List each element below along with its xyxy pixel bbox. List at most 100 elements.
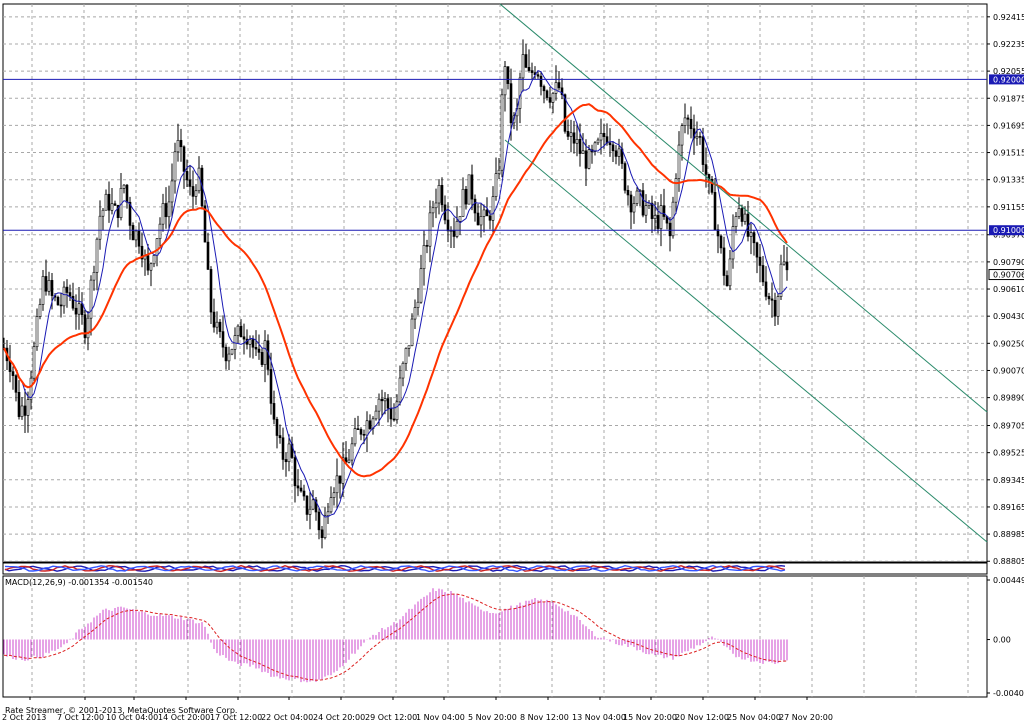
candle-body bbox=[767, 296, 771, 300]
candle-body bbox=[11, 371, 15, 376]
candle-body bbox=[164, 203, 168, 218]
candle-body bbox=[530, 70, 534, 73]
candle-body bbox=[236, 325, 240, 336]
candle-body bbox=[272, 403, 276, 420]
candle-body bbox=[566, 131, 570, 137]
candle-body bbox=[251, 339, 255, 348]
candle-body bbox=[731, 226, 735, 260]
candle-body bbox=[317, 511, 321, 531]
candle-body bbox=[734, 216, 738, 227]
y-tick-label: 0.89705 bbox=[993, 422, 1024, 431]
candle-body bbox=[548, 97, 552, 103]
candle-body bbox=[578, 139, 582, 154]
candle-body bbox=[386, 398, 390, 409]
candle-body bbox=[536, 74, 540, 77]
candle-body bbox=[653, 215, 657, 219]
candle-body bbox=[614, 150, 618, 157]
candle-body bbox=[494, 173, 498, 197]
footer-credit: Rate Streamer, © 2001-2013, MetaQuotes S… bbox=[5, 706, 238, 715]
y-tick-label: 0.90790 bbox=[993, 258, 1024, 267]
candle-body bbox=[701, 136, 705, 165]
candle-body bbox=[398, 377, 402, 403]
candle-body bbox=[113, 203, 117, 206]
candle-body bbox=[332, 492, 336, 498]
candle-body bbox=[377, 398, 381, 412]
candle-body bbox=[248, 339, 252, 345]
candle-body bbox=[680, 125, 684, 146]
trend-channel-lower bbox=[504, 139, 988, 543]
candle-body bbox=[74, 307, 78, 315]
y-tick-label: 0.88985 bbox=[993, 530, 1024, 539]
candle-body bbox=[425, 245, 429, 247]
y-tick-label: 0.90610 bbox=[993, 285, 1024, 294]
candle-body bbox=[122, 184, 126, 189]
candle-body bbox=[302, 490, 306, 497]
candle-body bbox=[353, 428, 357, 445]
x-tick-label: 15 Nov 20:00 bbox=[623, 713, 677, 722]
candle-body bbox=[311, 499, 315, 510]
candle-body bbox=[524, 54, 528, 68]
candle-body bbox=[407, 345, 411, 349]
x-tick-label: 17 Oct 12:00 bbox=[210, 713, 262, 722]
candle-body bbox=[392, 418, 396, 421]
candle-body bbox=[755, 242, 759, 258]
candle-body bbox=[59, 304, 63, 307]
y-tick-label: 0.00449 bbox=[993, 576, 1024, 585]
candle-body bbox=[101, 209, 105, 217]
candle-body bbox=[65, 286, 69, 293]
level-price-tag bbox=[989, 74, 1024, 85]
candle-body bbox=[749, 232, 753, 237]
candle-body bbox=[47, 280, 51, 292]
x-tick-label: 7 Oct 12:00 bbox=[57, 713, 104, 722]
candle-body bbox=[203, 205, 207, 243]
x-tick-label: 20 Nov 12:00 bbox=[675, 713, 729, 722]
candle-body bbox=[626, 189, 630, 196]
candle-body bbox=[341, 457, 345, 484]
candle-body bbox=[305, 495, 309, 515]
candle-body bbox=[437, 185, 441, 204]
current-price-tag bbox=[988, 269, 1024, 281]
candle-body bbox=[539, 75, 543, 87]
candle-body bbox=[623, 163, 627, 191]
level-price-label: 0.92000 bbox=[993, 75, 1024, 84]
candle-body bbox=[395, 401, 399, 420]
candle-body bbox=[422, 245, 426, 270]
candle-body bbox=[389, 407, 393, 420]
y-tick-label: 0.91515 bbox=[993, 149, 1024, 158]
candle-body bbox=[215, 321, 219, 328]
candle-body bbox=[50, 280, 54, 296]
candle-body bbox=[656, 215, 660, 229]
candle-body bbox=[68, 292, 72, 297]
candle-body bbox=[602, 132, 606, 137]
y-tick-label: 0.89525 bbox=[993, 449, 1024, 458]
candles bbox=[2, 39, 789, 549]
candle-body bbox=[104, 193, 108, 211]
candle-body bbox=[77, 303, 81, 315]
candle-body bbox=[359, 429, 363, 435]
candle-body bbox=[527, 67, 531, 71]
y-tick-label: 0.91335 bbox=[993, 176, 1024, 185]
candle-body bbox=[551, 92, 555, 103]
candle-body bbox=[641, 190, 645, 216]
candle-body bbox=[41, 276, 45, 305]
candle-body bbox=[629, 194, 633, 213]
candle-body bbox=[428, 212, 432, 247]
candle-body bbox=[464, 188, 468, 205]
candle-body bbox=[227, 353, 231, 362]
candle-body bbox=[584, 150, 588, 169]
candle-body bbox=[554, 82, 558, 94]
candle-body bbox=[659, 205, 663, 229]
candle-body bbox=[737, 208, 741, 217]
candle-body bbox=[452, 230, 456, 237]
candle-body bbox=[758, 256, 762, 266]
candle-body bbox=[167, 201, 171, 218]
x-tick-label: 27 Nov 20:00 bbox=[779, 713, 833, 722]
y-tick-label: 0.90250 bbox=[993, 339, 1024, 348]
candle-body bbox=[116, 204, 120, 218]
y-tick-label: 0.89345 bbox=[993, 476, 1024, 485]
candle-body bbox=[89, 279, 93, 319]
candle-body bbox=[173, 151, 177, 182]
candle-body bbox=[56, 296, 60, 306]
candle-body bbox=[356, 428, 360, 430]
candle-body bbox=[416, 301, 420, 308]
